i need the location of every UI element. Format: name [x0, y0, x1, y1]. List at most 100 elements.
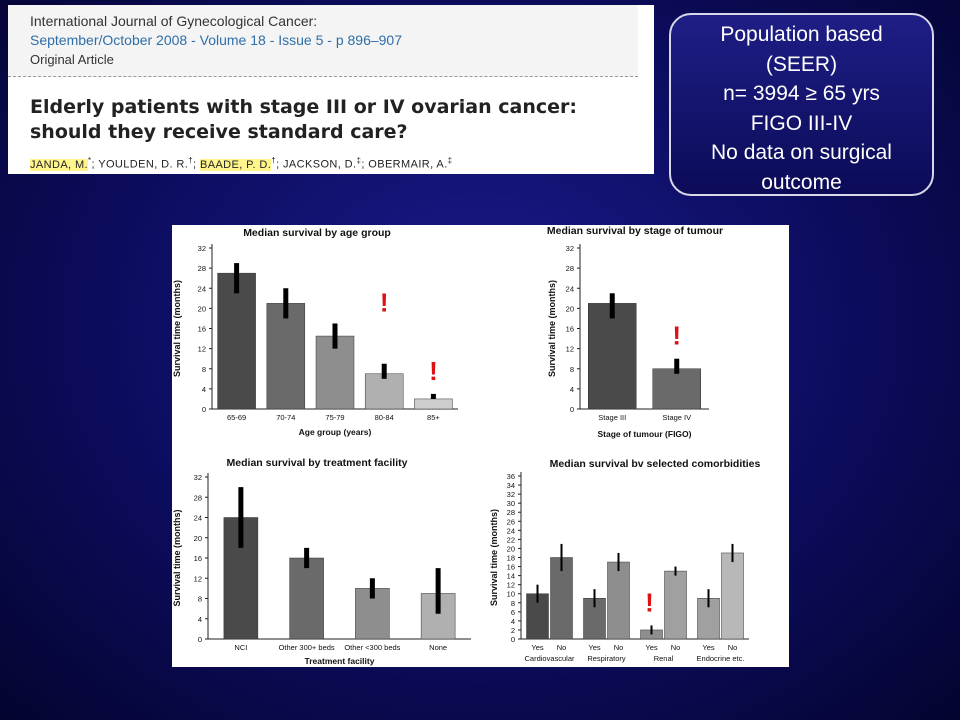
author-affiliation-mark: * — [88, 156, 92, 165]
y-tick-label: 32 — [194, 473, 202, 482]
bar — [289, 557, 324, 640]
author-name[interactable]: JANDA, M. — [30, 158, 88, 171]
author-name[interactable]: BAADE, P. D. — [199, 158, 272, 171]
y-tick-label: 28 — [507, 508, 515, 517]
y-tick-label: 12 — [194, 574, 202, 583]
x-tick-label: Stage III — [598, 413, 626, 422]
journal-name[interactable]: International Journal of Gynecological C… — [30, 13, 318, 29]
x-tick-label: 70-74 — [276, 413, 295, 422]
bar — [607, 561, 630, 640]
y-tick-label: 16 — [507, 563, 515, 572]
y-tick-label: 0 — [202, 405, 206, 414]
callout-line: Population based — [720, 23, 883, 46]
y-tick-label: 12 — [566, 345, 574, 354]
author-separator: ; — [361, 158, 369, 171]
author-separator: ; — [193, 158, 200, 171]
y-tick-label: 24 — [198, 284, 206, 293]
y-tick-label: 4 — [198, 615, 202, 624]
y-tick-label: 32 — [566, 244, 574, 253]
x-tick-label: Other <300 beds — [344, 643, 400, 652]
author-affiliation-mark: † — [271, 156, 277, 165]
y-axis-label: Survival time (months) — [172, 509, 182, 606]
x-tick-label: 75-79 — [325, 413, 344, 422]
author-separator: ; — [91, 158, 99, 171]
x-tick-label: No — [557, 643, 567, 652]
y-tick-label: 20 — [198, 304, 206, 313]
y-tick-label: 26 — [507, 517, 515, 526]
x-tick-label: Other 300+ beds — [279, 643, 335, 652]
x-axis-label: Stage of tumour (FIGO) — [598, 429, 692, 439]
callout-line: n= 3994 ≥ 65 yrs — [723, 82, 880, 105]
y-tick-label: 14 — [507, 572, 515, 581]
bar — [414, 398, 453, 410]
y-tick-label: 12 — [507, 581, 515, 590]
y-tick-label: 4 — [202, 385, 206, 394]
x-group-label: Respiratory — [587, 654, 626, 663]
y-tick-label: 28 — [566, 264, 574, 273]
x-tick-label: Yes — [531, 643, 543, 652]
author-name[interactable]: YOULDEN, D. R. — [98, 158, 189, 171]
author-name[interactable]: OBERMAIR, A. — [368, 158, 448, 171]
callout-line: (SEER) — [765, 52, 838, 76]
y-tick-label: 4 — [570, 385, 574, 394]
y-tick-label: 22 — [507, 535, 515, 544]
y-tick-label: 10 — [507, 590, 515, 599]
author-affiliation-mark: ‡ — [447, 156, 453, 165]
y-axis-label: Survival time (months) — [172, 280, 182, 377]
bar — [652, 368, 701, 410]
bar — [588, 303, 637, 410]
x-tick-label: Yes — [588, 643, 600, 652]
x-tick-label: NCI — [234, 643, 247, 652]
x-tick-label: No — [728, 643, 738, 652]
x-group-label: Renal — [654, 654, 674, 663]
x-tick-label: Yes — [702, 643, 714, 652]
author-list: JANDA, M.*; YOULDEN, D. R.†; BAADE, P. D… — [30, 156, 452, 171]
callout-line: No data on surgical — [711, 141, 892, 164]
author-name[interactable]: JACKSON, D. — [283, 158, 357, 171]
y-tick-label: 4 — [511, 617, 515, 626]
issue-link[interactable]: September/October 2008 - Volume 18 - Iss… — [30, 32, 403, 48]
article-title: Elderly patients with stage III or IV ov… — [30, 96, 577, 143]
y-axis-label: Survival time (months) — [547, 280, 557, 377]
y-tick-label: 12 — [198, 345, 206, 354]
y-tick-label: 24 — [507, 526, 515, 535]
alert-mark: ! — [672, 321, 681, 351]
y-tick-label: 28 — [198, 264, 206, 273]
x-axis-label: Treatment facility — [305, 656, 375, 666]
y-tick-label: 20 — [507, 544, 515, 553]
y-tick-label: 32 — [507, 490, 515, 499]
y-tick-label: 20 — [566, 304, 574, 313]
y-tick-label: 0 — [198, 635, 202, 644]
bar — [217, 272, 256, 410]
y-tick-label: 8 — [202, 365, 206, 374]
survival-charts-svg: Median survival by age group048121620242… — [172, 225, 761, 666]
x-tick-label: No — [614, 643, 624, 652]
y-tick-label: 0 — [570, 405, 574, 414]
y-tick-label: 34 — [507, 481, 515, 490]
x-tick-label: None — [429, 643, 447, 652]
y-tick-label: 16 — [566, 325, 574, 334]
article-header: International Journal of Gynecological C… — [8, 5, 654, 174]
callout-line: FIGO III-IV — [750, 111, 853, 135]
y-tick-label: 2 — [511, 626, 515, 635]
bar — [364, 373, 404, 410]
y-tick-label: 0 — [511, 635, 515, 644]
callout-line: outcome — [761, 170, 842, 194]
x-tick-label: 85+ — [427, 413, 440, 422]
y-tick-label: 8 — [511, 599, 515, 608]
x-tick-label: No — [671, 643, 681, 652]
bar — [266, 303, 306, 410]
x-tick-label: 80-84 — [375, 413, 394, 422]
y-tick-label: 16 — [198, 325, 206, 334]
author-separator: ; — [276, 158, 283, 171]
x-tick-label: Stage IV — [662, 413, 691, 422]
author-affiliation-mark: ‡ — [356, 156, 362, 165]
x-axis-label: Age group (years) — [299, 427, 372, 437]
author-affiliation-mark: † — [188, 156, 194, 165]
y-tick-label: 18 — [507, 554, 515, 563]
chart-title: Median survival by treatment facility — [227, 457, 408, 469]
chart-title: Median survival bv selected comorbiditie… — [550, 458, 761, 470]
y-tick-label: 8 — [570, 365, 574, 374]
alert-mark: ! — [429, 356, 438, 386]
alert-mark: ! — [380, 288, 389, 318]
